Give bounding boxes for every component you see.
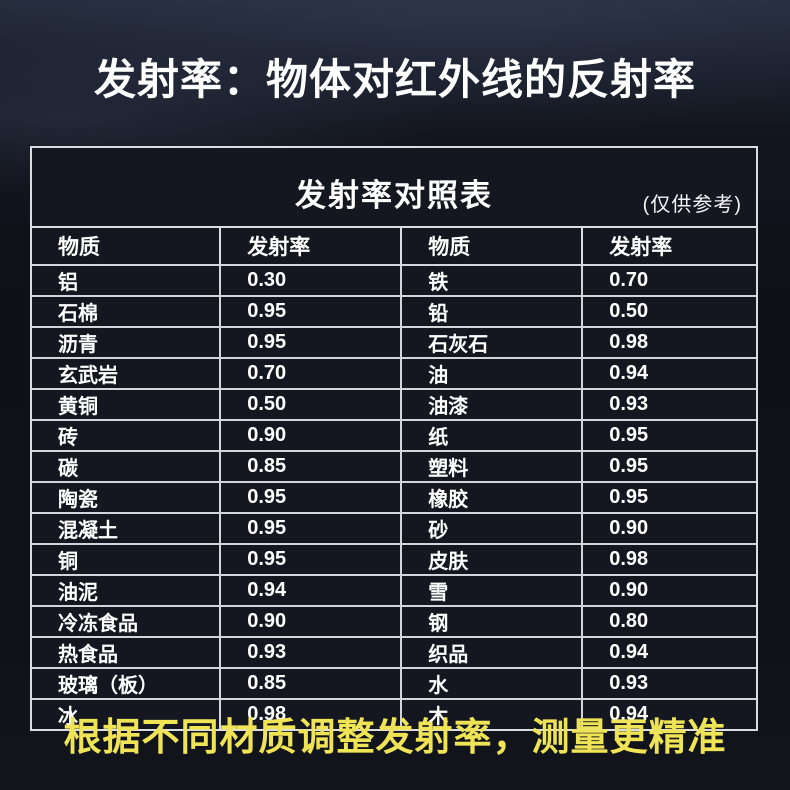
material-cell: 冰: [58, 706, 78, 728]
emissivity-value-cell: 0.50: [219, 389, 402, 420]
emissivity-value-cell: 0.50: [581, 296, 756, 327]
material-cell: 油漆: [400, 389, 583, 420]
material-cell: 油泥: [58, 582, 98, 604]
emissivity-value-cell: 0.95: [581, 451, 756, 482]
emissivity-value-cell: 0.70: [219, 358, 402, 389]
emissivity-value-cell: 0.90: [219, 606, 402, 637]
material-cell: 混凝土: [58, 520, 118, 542]
page-title: 发射率：物体对红外线的反射率: [93, 56, 696, 103]
table-row: 玻璃（板） 0.85 水 0.93: [32, 668, 756, 699]
material-cell: 沥青: [58, 334, 98, 356]
column-header-material: 物质: [400, 228, 583, 265]
table-row: 玄武岩 0.70 油 0.94: [32, 358, 756, 389]
emissivity-value-cell: 0.90: [581, 513, 756, 544]
table-row: 铝 0.30 铁 0.70: [32, 265, 756, 296]
footer-note: 根据不同材质调整发射率，测量更精准: [63, 717, 727, 759]
table-row: 油泥 0.94 雪 0.90: [32, 575, 756, 606]
material-cell: 雪: [400, 575, 583, 606]
material-cell: 织品: [400, 637, 583, 668]
material-cell: 木: [400, 699, 583, 729]
table-row: 铜 0.95 皮肤 0.98: [32, 544, 756, 575]
table-row: 碳 0.85 塑料 0.95: [32, 451, 756, 482]
material-cell: 铅: [400, 296, 583, 327]
material-cell: 砂: [400, 513, 583, 544]
emissivity-value-cell: 0.95: [219, 296, 402, 327]
material-cell: 砖: [58, 427, 78, 449]
emissivity-value-cell: 0.95: [219, 513, 402, 544]
emissivity-value-cell: 0.85: [219, 668, 402, 699]
column-header-emissivity: 发射率: [581, 228, 756, 265]
table-title: 发射率对照表: [295, 178, 493, 213]
table-note: (仅供参考): [642, 194, 742, 216]
emissivity-value-cell: 0.95: [219, 327, 402, 358]
emissivity-value-cell: 0.80: [581, 606, 756, 637]
table-header-row: 物质 发射率 物质 发射率: [32, 228, 756, 265]
material-cell: 皮肤: [400, 544, 583, 575]
emissivity-data-grid: 物质 发射率 物质 发射率 铝 0.30 铁 0.70 石棉 0.95 铅 0.50 沥青 0.9…: [32, 228, 756, 729]
material-cell: 油: [400, 358, 583, 389]
emissivity-value-cell: 0.95: [581, 420, 756, 451]
material-cell: 铁: [400, 265, 583, 296]
table-row: 冷冻食品 0.90 钢 0.80: [32, 606, 756, 637]
material-cell: 塑料: [400, 451, 583, 482]
table-row: 冰 0.98 木 0.94: [32, 699, 756, 729]
table-row: 沥青 0.95 石灰石 0.98: [32, 327, 756, 358]
column-header-emissivity: 发射率: [219, 228, 402, 265]
material-cell: 碳: [58, 458, 78, 480]
table-row: 黄铜 0.50 油漆 0.93: [32, 389, 756, 420]
emissivity-value-cell: 0.95: [219, 482, 402, 513]
material-cell: 水: [400, 668, 583, 699]
emissivity-value-cell: 0.95: [219, 544, 402, 575]
table-title-row: 发射率对照表 (仅供参考): [32, 148, 756, 228]
material-cell: 纸: [400, 420, 583, 451]
emissivity-value-cell: 0.98: [581, 327, 756, 358]
material-cell: 石灰石: [400, 327, 583, 358]
material-cell: 石棉: [58, 303, 98, 325]
material-cell: 黄铜: [58, 396, 98, 418]
material-cell: 铜: [58, 551, 78, 573]
material-cell: 玄武岩: [58, 365, 118, 387]
emissivity-value-cell: 0.94: [581, 358, 756, 389]
material-cell: 玻璃（板）: [58, 675, 158, 697]
material-cell: 陶瓷: [58, 489, 98, 511]
table-row: 混凝土 0.95 砂 0.90: [32, 513, 756, 544]
emissivity-value-cell: 0.90: [219, 420, 402, 451]
emissivity-value-cell: 0.95: [581, 482, 756, 513]
emissivity-value-cell: 0.94: [581, 699, 756, 729]
emissivity-value-cell: 0.70: [581, 265, 756, 296]
table-row: 砖 0.90 纸 0.95: [32, 420, 756, 451]
emissivity-value-cell: 0.93: [581, 668, 756, 699]
table-row: 陶瓷 0.95 橡胶 0.95: [32, 482, 756, 513]
emissivity-value-cell: 0.94: [219, 575, 402, 606]
emissivity-value-cell: 0.85: [219, 451, 402, 482]
table-body: 铝 0.30 铁 0.70 石棉 0.95 铅 0.50 沥青 0.95 石灰石 0.98 玄武岩 0.7…: [32, 265, 756, 729]
emissivity-value-cell: 0.98: [219, 699, 402, 729]
emissivity-table: 发射率对照表 (仅供参考) 物质 发射率 物质 发射率 铝 0.30 铁 0.70 石棉…: [30, 146, 758, 731]
emissivity-value-cell: 0.94: [581, 637, 756, 668]
table-row: 石棉 0.95 铅 0.50: [32, 296, 756, 327]
material-cell: 冷冻食品: [58, 613, 138, 635]
material-cell: 橡胶: [400, 482, 583, 513]
material-cell: 热食品: [58, 644, 118, 666]
material-cell: 铝: [58, 272, 78, 294]
emissivity-value-cell: 0.93: [581, 389, 756, 420]
material-cell: 钢: [400, 606, 583, 637]
emissivity-value-cell: 0.93: [219, 637, 402, 668]
emissivity-value-cell: 0.98: [581, 544, 756, 575]
column-header-material: 物质: [58, 236, 100, 259]
emissivity-value-cell: 0.30: [219, 265, 402, 296]
table-row: 热食品 0.93 织品 0.94: [32, 637, 756, 668]
emissivity-value-cell: 0.90: [581, 575, 756, 606]
